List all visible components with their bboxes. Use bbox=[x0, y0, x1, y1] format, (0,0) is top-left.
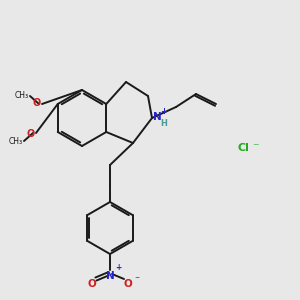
Text: O: O bbox=[27, 129, 35, 139]
Text: ⁻: ⁻ bbox=[134, 275, 139, 285]
Text: N: N bbox=[153, 112, 162, 122]
Text: Cl: Cl bbox=[238, 143, 250, 153]
Text: CH₃: CH₃ bbox=[9, 137, 23, 146]
Text: O: O bbox=[124, 279, 132, 289]
Text: CH₃: CH₃ bbox=[15, 91, 29, 100]
Text: N: N bbox=[106, 271, 114, 281]
Text: O: O bbox=[33, 98, 41, 108]
Text: +: + bbox=[160, 107, 167, 116]
Text: H: H bbox=[160, 119, 167, 128]
Text: +: + bbox=[115, 262, 121, 272]
Text: ⁻: ⁻ bbox=[252, 142, 259, 154]
Text: O: O bbox=[88, 279, 96, 289]
